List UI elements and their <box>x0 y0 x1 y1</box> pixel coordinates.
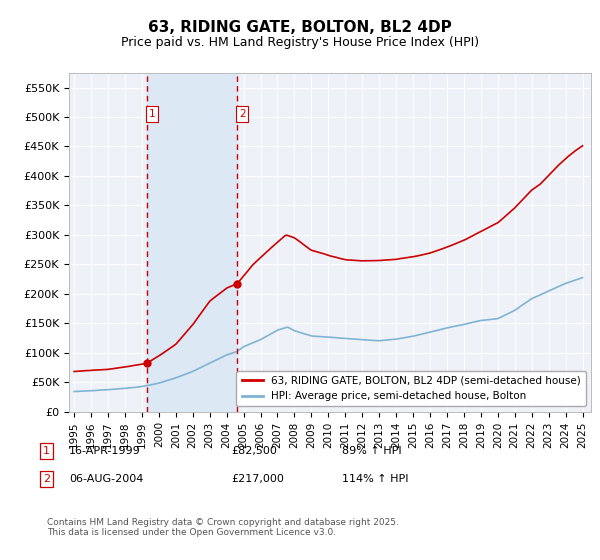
Text: 1: 1 <box>148 109 155 119</box>
Text: £82,500: £82,500 <box>231 446 277 456</box>
Text: 06-AUG-2004: 06-AUG-2004 <box>69 474 143 484</box>
Text: 114% ↑ HPI: 114% ↑ HPI <box>342 474 409 484</box>
Text: Contains HM Land Registry data © Crown copyright and database right 2025.
This d: Contains HM Land Registry data © Crown c… <box>47 518 398 538</box>
Text: Price paid vs. HM Land Registry's House Price Index (HPI): Price paid vs. HM Land Registry's House … <box>121 36 479 49</box>
Bar <box>147 73 237 412</box>
Text: 63, RIDING GATE, BOLTON, BL2 4DP: 63, RIDING GATE, BOLTON, BL2 4DP <box>148 20 452 35</box>
Text: 89% ↑ HPI: 89% ↑ HPI <box>342 446 401 456</box>
Legend: 63, RIDING GATE, BOLTON, BL2 4DP (semi-detached house), HPI: Average price, semi: 63, RIDING GATE, BOLTON, BL2 4DP (semi-d… <box>236 371 586 407</box>
Text: 2: 2 <box>43 474 50 484</box>
Text: £217,000: £217,000 <box>231 474 284 484</box>
Text: 1: 1 <box>43 446 50 456</box>
Text: 2: 2 <box>239 109 245 119</box>
Text: 16-APR-1999: 16-APR-1999 <box>69 446 141 456</box>
